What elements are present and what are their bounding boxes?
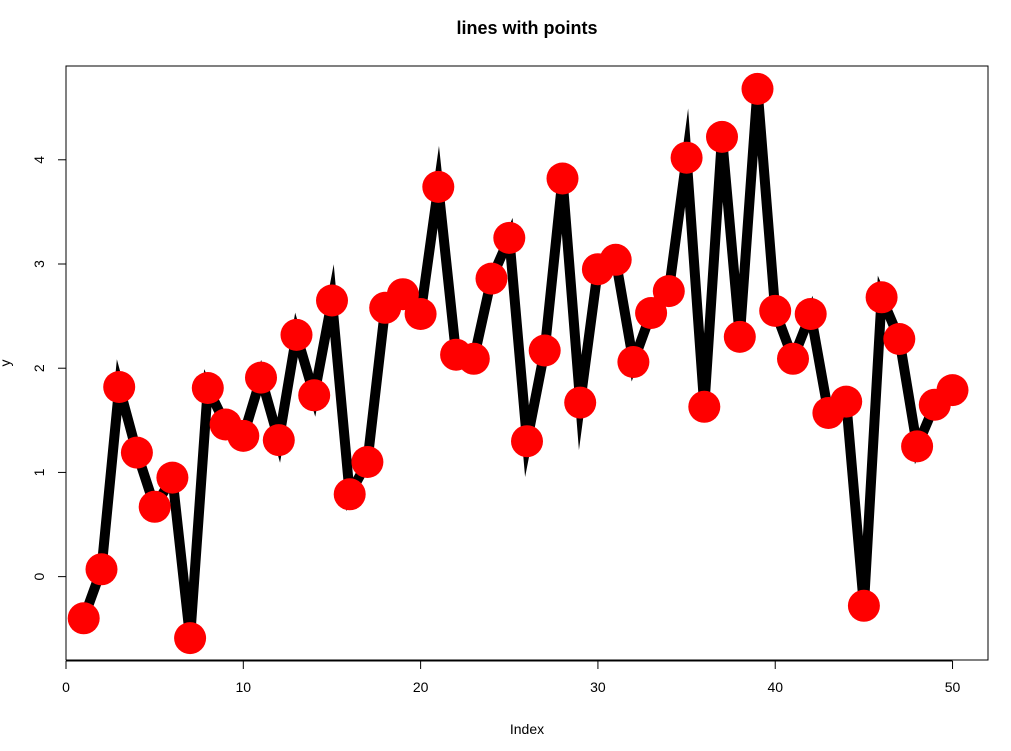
data-point [191,372,224,404]
y-tick-label: 0 [31,573,47,581]
data-point [706,120,738,153]
data-point [333,478,366,511]
data-point [85,553,118,586]
data-point [120,436,153,469]
data-point [475,262,508,295]
data-point [156,461,189,494]
data-point [759,294,792,327]
data-point [847,589,880,622]
data-point [883,323,916,355]
y-axis: 0 1 2 3 4 [31,156,67,581]
data-point [316,284,348,317]
chart-title: lines with points [456,18,597,38]
data-point [670,141,703,174]
data-point [493,221,526,254]
x-tick-label: 30 [590,679,606,695]
data-point [617,346,650,378]
data-point [528,334,561,367]
data-point [723,320,756,353]
data-point [67,602,100,635]
series-points [67,72,969,655]
y-axis-label: y [0,360,13,367]
x-tick-label: 40 [767,679,783,695]
y-tick-label: 2 [31,364,47,372]
x-tick-label: 20 [413,679,429,695]
data-point [262,424,295,457]
plot-frame [65,65,989,661]
x-tick-label: 10 [236,679,252,695]
y-tick-label: 4 [31,156,47,164]
data-point [422,170,455,203]
x-axis-label: Index [510,721,544,737]
data-point [777,342,809,375]
data-point [457,342,490,375]
series-line [79,88,956,639]
y-tick-label: 3 [31,260,47,268]
data-point [298,379,331,412]
data-point [280,318,313,351]
data-point [564,386,597,419]
x-tick-label: 0 [62,679,70,695]
data-point [245,361,277,394]
data-point [546,162,579,195]
data-point [794,298,827,330]
x-tick-label: 50 [945,679,961,695]
series-polyline [79,88,956,639]
data-point [901,430,934,463]
data-point [830,385,863,418]
data-point [652,275,685,308]
data-point [174,622,207,655]
data-point [741,72,774,105]
data-point [103,371,136,403]
x-axis: 0 10 20 30 40 50 [62,660,961,695]
data-point [227,419,260,452]
data-point [865,281,898,314]
data-point [635,297,668,329]
data-point [688,390,721,423]
data-point [511,425,543,458]
y-tick-label: 1 [31,468,47,476]
data-point [138,490,171,523]
data-point [351,446,384,478]
data-point [599,243,632,276]
data-point [936,374,969,407]
data-point [404,298,437,330]
